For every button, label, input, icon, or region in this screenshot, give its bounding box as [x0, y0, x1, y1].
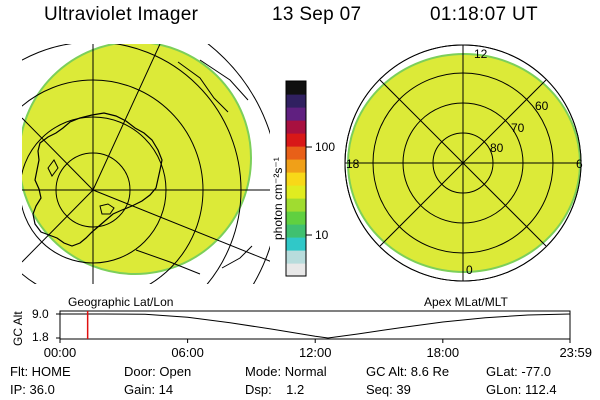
- x-tick-label: 23:59: [559, 345, 592, 360]
- dsp-info: Dsp: 1.2: [245, 382, 305, 397]
- colorbar-segment: [286, 263, 306, 277]
- colorbar-tick-100: 100: [315, 140, 335, 154]
- mlt-label-12: 12: [474, 47, 488, 61]
- ip-info: IP: 36.0: [10, 382, 55, 397]
- mlt-label-0: 0: [466, 263, 473, 277]
- colorbar-segment: [286, 224, 306, 238]
- image-time: 01:18:07 UT: [430, 4, 538, 25]
- colorbar-segment: [286, 159, 306, 173]
- mlat-label-60: 60: [535, 99, 549, 113]
- colorbar-segment: [286, 81, 306, 95]
- colorbar: 100 10 photon cm⁻²s⁻¹: [271, 80, 335, 277]
- coastline: [32, 112, 163, 247]
- door-info: Door: Open: [124, 364, 192, 379]
- colorbar-segment: [286, 237, 306, 251]
- gc-alt-info: GC Alt: 8.6 Re: [366, 364, 450, 379]
- mlat-label-80: 80: [490, 141, 504, 155]
- mlt-label-6: 6: [576, 157, 583, 171]
- glat-info: GLat: -77.0: [486, 364, 552, 379]
- mlt-label-18: 18: [346, 157, 360, 171]
- colorbar-segment: [286, 107, 306, 121]
- colorbar-segment: [286, 133, 306, 147]
- colorbar-segment: [286, 146, 306, 160]
- image-title: Ultraviolet Imager: [44, 4, 199, 25]
- altitude-plot: GC Alt 9.0 1.8 00:00 06:00 12:00 18:00 23:59: [11, 307, 592, 360]
- magnetic-map-panel: 12 18 6 0 60 70 80: [344, 44, 583, 282]
- seq-info: Seq: 39: [366, 382, 411, 397]
- x-tick-label: 12:00: [299, 345, 332, 360]
- magnetic-panel-label: Apex MLat/MLT: [424, 295, 508, 309]
- y-tick-label-1: 1.8: [32, 330, 49, 344]
- geographic-panel-label: Geographic Lat/Lon: [68, 295, 173, 309]
- mode-info: Mode: Normal: [245, 364, 327, 379]
- colorbar-unit-label: photon cm⁻²s⁻¹: [271, 157, 285, 240]
- uv-emission-disc: [22, 44, 252, 275]
- glon-info: GLon: 112.4: [486, 382, 557, 397]
- colorbar-tick-10: 10: [315, 228, 329, 242]
- colorbar-segment: [286, 250, 306, 264]
- mlat-label-70: 70: [511, 121, 525, 135]
- flight-info: Flt: HOME: [10, 364, 71, 379]
- colorbar-segment: [286, 185, 306, 199]
- gain-info: Gain: 14: [124, 382, 174, 397]
- x-tick-label: 06:00: [171, 345, 204, 360]
- x-tick-label: 18:00: [427, 345, 460, 360]
- colorbar-segment: [286, 198, 306, 212]
- colorbar-segment: [286, 94, 306, 108]
- y-axis-label: GC Alt: [11, 311, 25, 346]
- image-date: 13 Sep 07: [272, 4, 362, 25]
- geographic-map-panel: [22, 44, 270, 284]
- colorbar-segment: [286, 211, 306, 225]
- x-tick-label: 00:00: [44, 345, 77, 360]
- y-tick-label-9: 9.0: [32, 307, 49, 321]
- colorbar-segment: [286, 172, 306, 186]
- colorbar-segment: [286, 120, 306, 134]
- altitude-series-line: [60, 313, 571, 339]
